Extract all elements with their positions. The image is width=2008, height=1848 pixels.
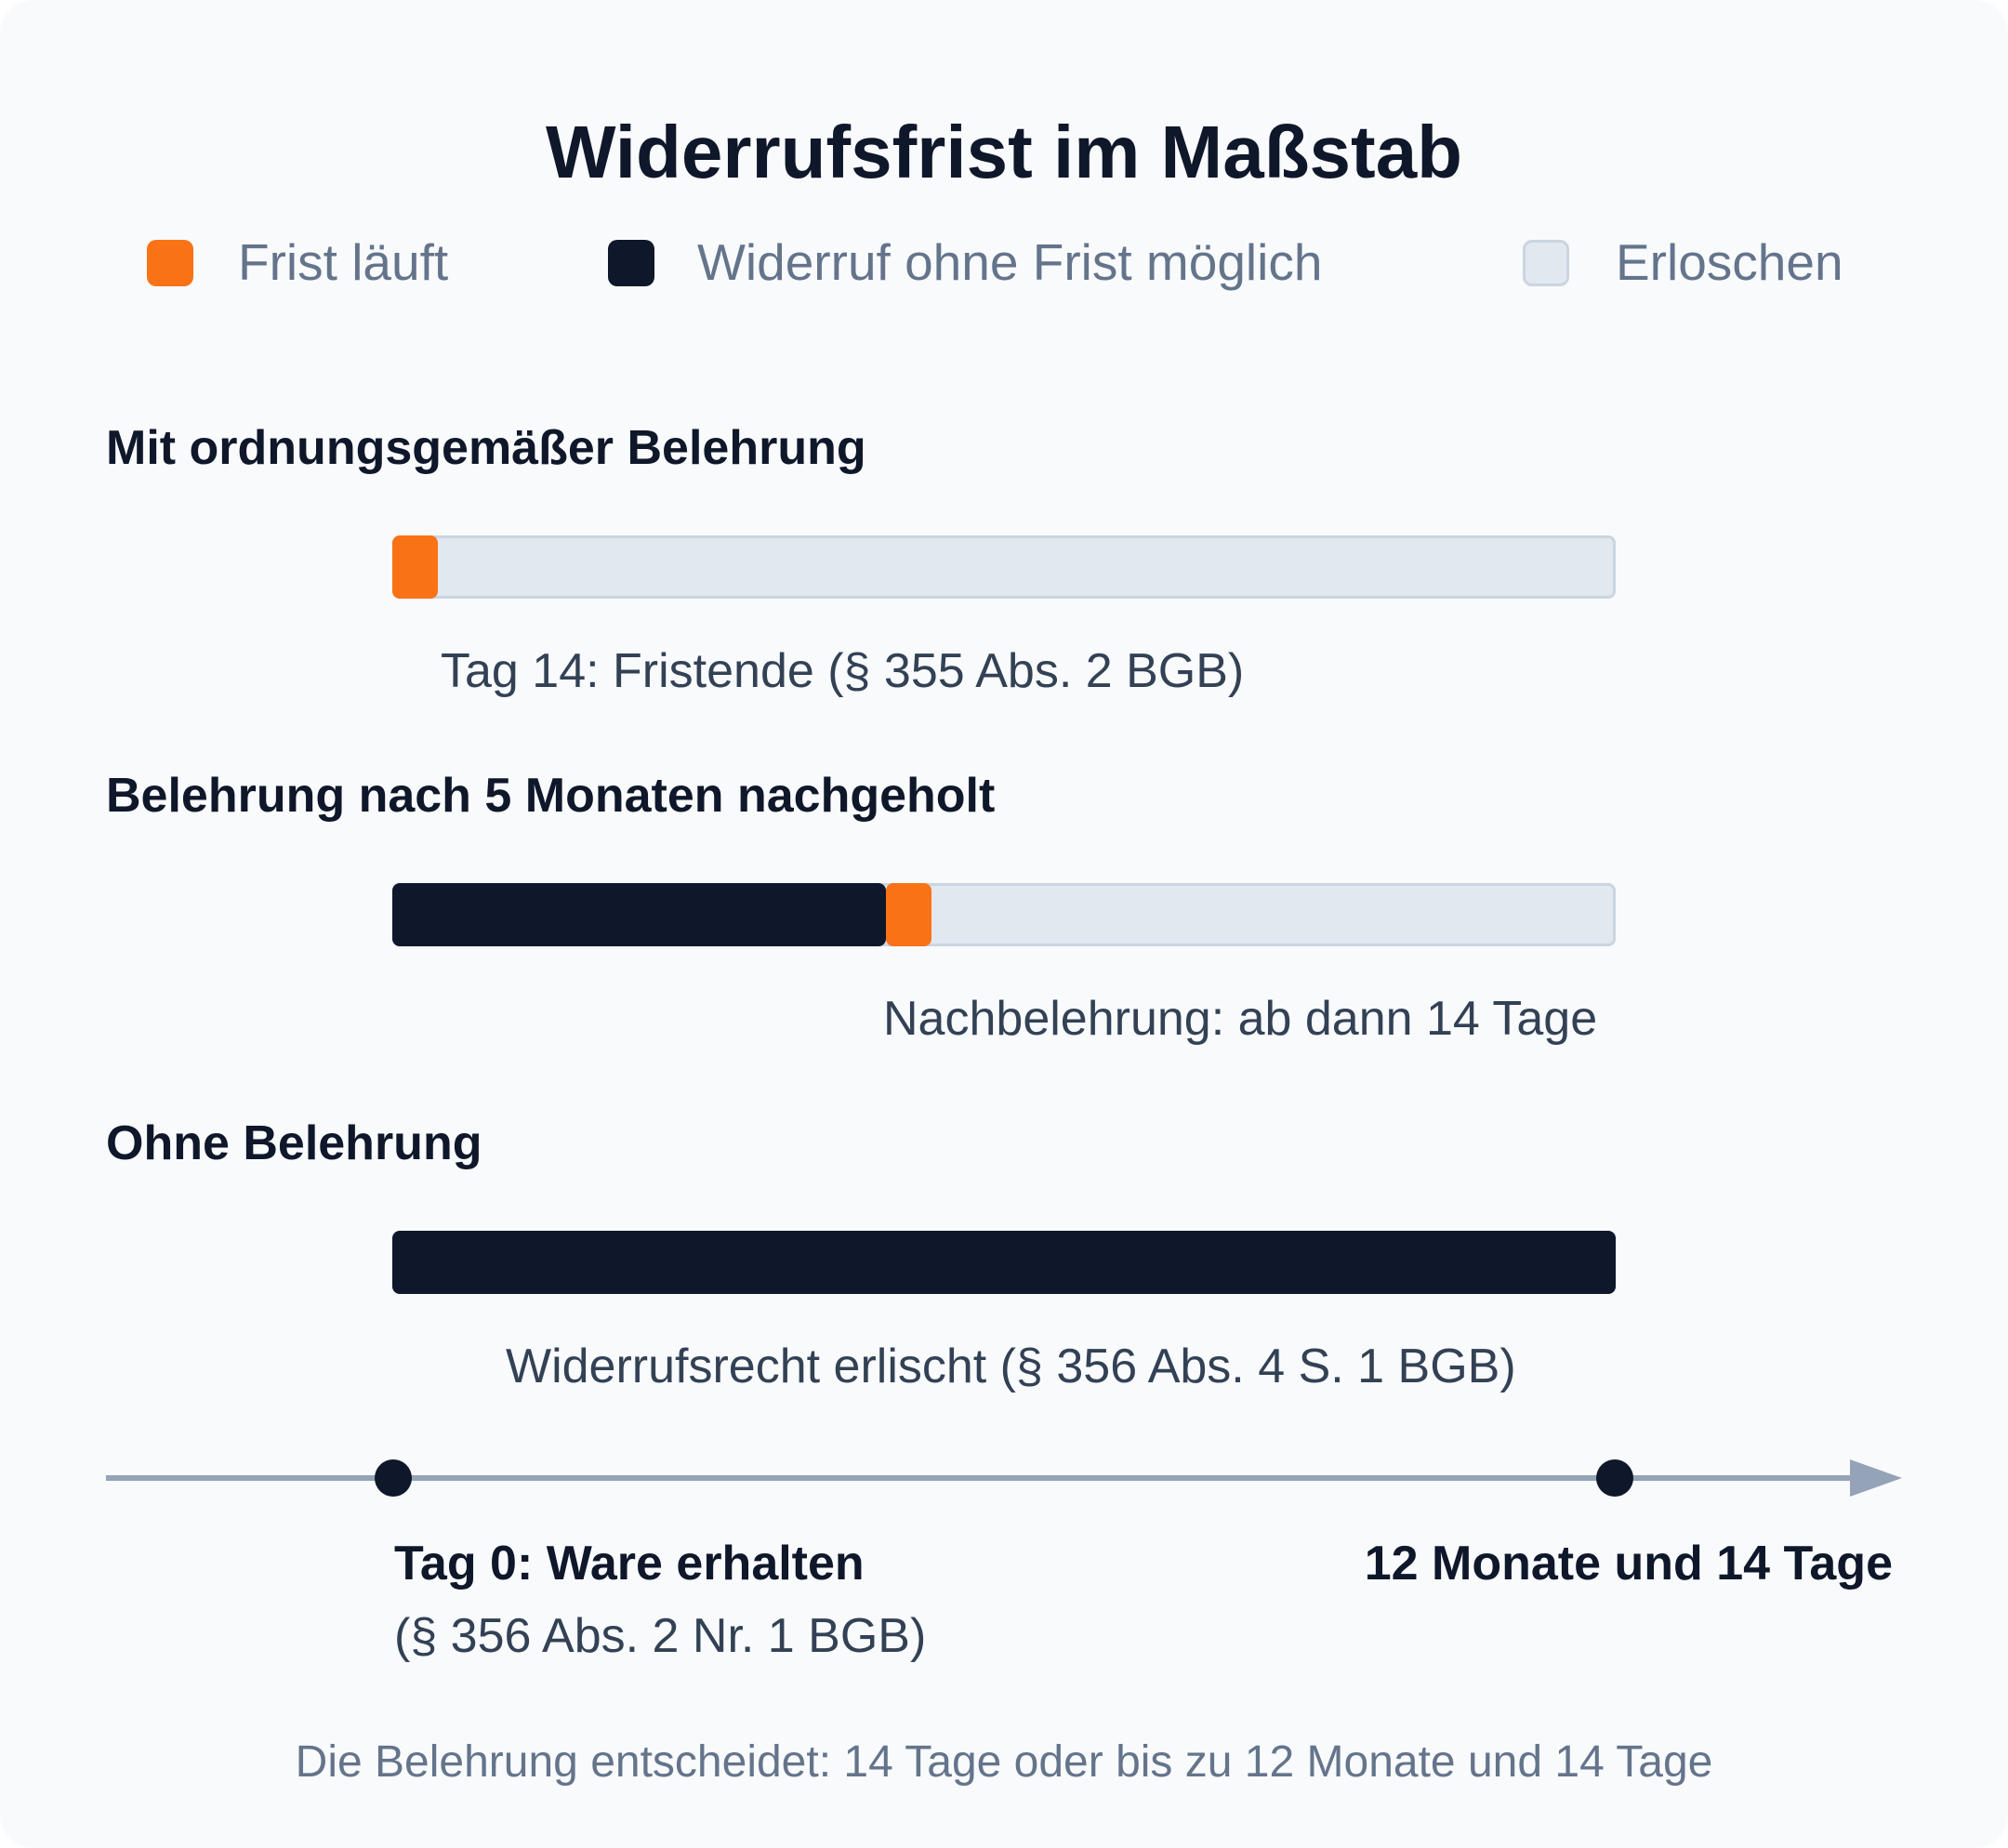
timeline-track: [392, 535, 1616, 599]
legend-swatch-no-deadline: [608, 240, 654, 286]
footer-summary: Die Belehrung entscheidet: 14 Tage oder …: [295, 1737, 1713, 1787]
legend-label-no-deadline: Widerruf ohne Frist möglich: [697, 233, 1323, 291]
legend-label-running: Frist läuft: [238, 233, 449, 291]
legend-swatch-running: [147, 240, 193, 286]
row-title: Ohne Belehrung: [106, 1116, 482, 1170]
axis-marker-start: [375, 1459, 412, 1497]
segment-running: [392, 535, 438, 599]
diagram-title: Widerrufsfrist im Maßstab: [545, 111, 1463, 193]
axis-start-sublabel: (§ 356 Abs. 2 Nr. 1 BGB): [394, 1609, 927, 1663]
legend-swatch-expired: [1523, 240, 1569, 286]
segment-running: [886, 883, 931, 946]
row-note: Nachbelehrung: ab dann 14 Tage: [883, 992, 1598, 1046]
row-title: Belehrung nach 5 Monaten nachgeholt: [106, 769, 996, 823]
axis-end-label: 12 Monate und 14 Tage: [1364, 1537, 1893, 1591]
row-title: Mit ordnungsgemäßer Belehrung: [106, 421, 866, 475]
timeline-track: [392, 883, 1616, 946]
timeline-track: [392, 1231, 1616, 1294]
axis-arrowhead: [1850, 1459, 1902, 1497]
segment-no-deadline: [392, 883, 886, 946]
row-note: Widerrufsrecht erlischt (§ 356 Abs. 4 S.…: [506, 1340, 1516, 1393]
legend-label-expired: Erloschen: [1616, 233, 1843, 291]
axis-start-label: Tag 0: Ware erhalten: [394, 1537, 865, 1591]
segment-no-deadline: [392, 1231, 1616, 1294]
axis-marker-end: [1596, 1459, 1633, 1497]
row-note: Tag 14: Fristende (§ 355 Abs. 2 BGB): [441, 644, 1245, 698]
timeline-axis: [106, 1459, 1902, 1497]
